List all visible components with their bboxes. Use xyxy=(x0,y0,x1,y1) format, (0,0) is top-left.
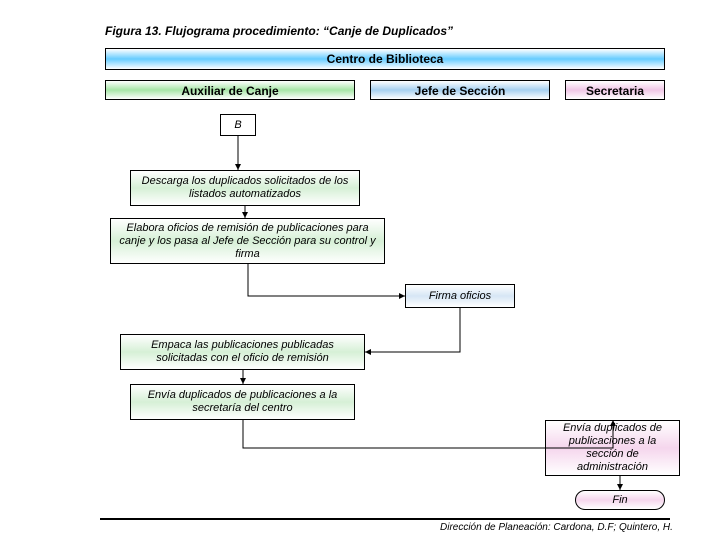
step-empaca: Empaca las publicaciones publicadas soli… xyxy=(120,334,365,370)
footer-divider xyxy=(100,518,670,520)
step-elabora: Elabora oficios de remisión de publicaci… xyxy=(110,218,385,264)
col2-label: Jefe de Sección xyxy=(415,84,506,98)
step6-text: Envía duplicados de publicaciones a la s… xyxy=(552,422,673,474)
step-envia-admin: Envía duplicados de publicaciones a la s… xyxy=(545,420,680,476)
step1-text: Descarga los duplicados solicitados de l… xyxy=(137,175,353,201)
connector-b-label: B xyxy=(234,119,241,131)
terminal-fin: Fin xyxy=(575,490,665,510)
header-main-label: Centro de Biblioteca xyxy=(327,52,444,66)
column-header-auxiliar: Auxiliar de Canje xyxy=(105,80,355,100)
col3-label: Secretaria xyxy=(586,84,644,98)
step3-text: Firma oficios xyxy=(429,290,491,303)
column-header-secretaria: Secretaria xyxy=(565,80,665,100)
fin-text: Fin xyxy=(612,494,627,506)
column-header-jefe: Jefe de Sección xyxy=(370,80,550,100)
step-firma: Firma oficios xyxy=(405,284,515,308)
step5-text: Envía duplicados de publicaciones a la s… xyxy=(137,389,348,415)
step4-text: Empaca las publicaciones publicadas soli… xyxy=(127,339,358,365)
footer-credit: Dirección de Planeación: Cardona, D.F; Q… xyxy=(440,522,673,533)
connector-b: B xyxy=(220,114,256,136)
header-main: Centro de Biblioteca xyxy=(105,48,665,70)
step2-text: Elabora oficios de remisión de publicaci… xyxy=(117,222,378,261)
step-envia-secretaria: Envía duplicados de publicaciones a la s… xyxy=(130,384,355,420)
step-descarga: Descarga los duplicados solicitados de l… xyxy=(130,170,360,206)
figure-title: Figura 13. Flujograma procedimiento: “Ca… xyxy=(105,24,453,38)
col1-label: Auxiliar de Canje xyxy=(181,84,278,98)
